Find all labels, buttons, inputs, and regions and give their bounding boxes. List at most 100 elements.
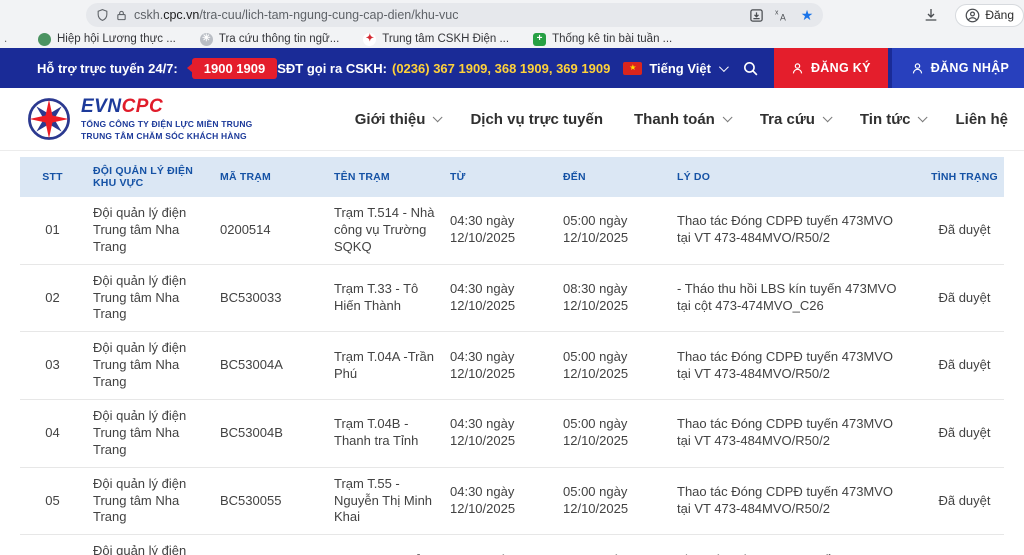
cell-ten-tram: Trạm T.55 - Nguyễn Thị Minh Khai: [334, 475, 433, 525]
nav-item-label: Liên hệ: [955, 110, 1008, 128]
cskh-label: SĐT gọi ra CSKH:: [277, 60, 387, 76]
cell-tinh-trang: Đã duyệt: [938, 289, 991, 305]
bookmark-label: Hiệp hội Lương thực ...: [57, 33, 176, 45]
table-row: 02 Đội quản lý điện Trung tâm Nha Trang …: [20, 265, 1004, 333]
evn-star-logo-icon: [28, 98, 70, 140]
bookmark-item[interactable]: ✳ Tra cứu thông tin ngữ...: [199, 32, 340, 46]
bookmark-label: Tra cứu thông tin ngữ...: [218, 33, 340, 45]
cell-ly-do: Thao tác Đóng CDPĐ tuyến 473MVO tại VT 4…: [677, 484, 894, 517]
table-row: 03 Đội quản lý điện Trung tâm Nha Trang …: [20, 332, 1004, 401]
hotline-badge[interactable]: 1900 1909: [186, 57, 278, 79]
svg-text:x: x: [775, 9, 779, 16]
asterisk-icon: ✳: [199, 32, 213, 46]
cell-ly-do: Thao tác Đóng CDPĐ tuyến 473MVO tại VT 4…: [677, 213, 894, 246]
cell-tu: 04:30 ngày 12/10/2025: [450, 213, 516, 246]
column-header: ĐẾN: [563, 171, 586, 183]
cell-ly-do: Thao tác Đóng CDPĐ tuyến 473MVO tại VT 4…: [677, 348, 894, 381]
nav-item-label: Thanh toán: [634, 110, 715, 128]
cell-stt: 05: [45, 492, 60, 508]
download-icon[interactable]: [923, 7, 939, 23]
bookmark-star-icon[interactable]: ★: [800, 7, 814, 23]
brand-cpc: CPC: [121, 95, 164, 117]
cell-ly-do: Thao tác Đóng CDPĐ tuyến 473MVO tại VT 4…: [677, 416, 894, 449]
url-domain: cpc.vn: [163, 8, 200, 22]
bookmark-label: Thống kê tin bài tuần ...: [552, 33, 673, 45]
cell-tu: 04:30 ngày 12/10/2025: [445, 544, 560, 555]
cell-ten-tram: Trạm T.05G Hẻm Trần Phú: [330, 544, 445, 555]
search-button[interactable]: [742, 60, 759, 77]
evncpc-logo[interactable]: EVNCPC TỔNG CÔNG TY ĐIỆN LỰC MIỀN TRUNG …: [26, 96, 253, 143]
browser-account-button[interactable]: Đăng: [955, 3, 1024, 27]
cell-den: 05:00 ngày 12/10/2025: [563, 416, 629, 449]
chevron-down-icon[interactable]: [718, 61, 729, 72]
column-header: LÝ DO: [677, 171, 711, 183]
bookmark-label: Trung tâm CSKH Điện ...: [382, 33, 510, 45]
cell-tinh-trang: Đã duyệt: [938, 221, 991, 237]
cell-doi-quan-ly: Đội quản lý điện Trung tâm Nha Trang: [93, 272, 187, 322]
bookmark-overflow[interactable]: .: [4, 33, 8, 45]
cell-tu: 04:30 ngày 12/10/2025: [450, 348, 516, 381]
browser-chrome: cskh.cpc.vn/tra-cuu/lich-tam-ngung-cung-…: [0, 0, 1024, 48]
login-label: ĐĂNG NHẬP: [930, 61, 1010, 75]
nav-item-2[interactable]: Thanh toán: [634, 110, 733, 128]
cell-stt: 02: [45, 289, 60, 305]
save-page-icon[interactable]: [749, 8, 764, 23]
nav-item-3[interactable]: Tra cứu: [759, 110, 833, 128]
chevron-down-icon: [918, 111, 929, 122]
cell-stt: 03: [45, 357, 60, 373]
cell-doi-quan-ly: Đội quản lý điện Trung tâm Nha Trang: [93, 408, 187, 457]
url-subdomain: cskh.: [134, 8, 164, 22]
table-row: 05 Đội quản lý điện Trung tâm Nha Trang …: [20, 468, 1004, 536]
column-header: MÃ TRẠM: [220, 171, 271, 183]
nav-item-label: Tra cứu: [759, 110, 815, 128]
bookmark-item[interactable]: + Thống kê tin bài tuần ...: [533, 32, 673, 46]
cell-ma-tram: BC53004B: [220, 424, 283, 440]
cell-ly-do: - Tháo thu hồi LBS kín tuyến 473MVO tại …: [677, 281, 897, 313]
cell-stt: 01: [45, 221, 60, 237]
cell-doi-quan-ly: Đội quản lý điện Trung tâm Nha Trang: [93, 340, 187, 390]
brand-subtitle-1: TỔNG CÔNG TY ĐIỆN LỰC MIỀN TRUNG: [81, 118, 253, 129]
cell-tinh-trang: Đã duyệt: [938, 357, 991, 373]
nav-item-label: Tin tức: [859, 110, 911, 128]
green-plus-icon: +: [533, 32, 547, 46]
nav-item-5[interactable]: Liên hệ: [955, 111, 1008, 128]
table-row: 06 Đội quản lý điện Trung tâm Nha Trang …: [20, 535, 1004, 555]
bookmark-item[interactable]: ✦ Trung tâm CSKH Điện ...: [363, 32, 510, 46]
cell-ten-tram: Trạm T.04B - Thanh tra Tỉnh: [334, 416, 419, 449]
outage-table: STT ĐỘI QUẢN LÝ ĐIỆN KHU VỰC MÃ TRẠM TÊN TR…: [20, 157, 1004, 555]
nav-item-0[interactable]: Giới thiệu: [354, 110, 444, 128]
register-button[interactable]: ĐĂNG KÝ: [773, 48, 888, 88]
main-nav: Giới thiệu Dịch vụ trực tuyến Thanh toán…: [355, 111, 1008, 128]
svg-text:A: A: [780, 12, 786, 22]
lock-icon[interactable]: [116, 9, 127, 22]
url-bar[interactable]: cskh.cpc.vn/tra-cuu/lich-tam-ngung-cung-…: [86, 3, 824, 27]
cell-ma-tram: BC530055: [220, 492, 282, 508]
login-button[interactable]: ĐĂNG NHẬP: [891, 48, 1024, 88]
vietnam-flag-icon: ★: [623, 61, 643, 75]
globe-icon: [38, 32, 51, 46]
nav-item-4[interactable]: Tin tức: [859, 110, 929, 128]
url-path: /tra-cuu/lich-tam-ngung-cung-cap-dien/kh…: [199, 8, 459, 22]
bookmark-item[interactable]: Hiệp hội Lương thực ...: [38, 32, 176, 46]
chevron-down-icon: [722, 111, 733, 122]
shield-icon[interactable]: [96, 8, 109, 22]
table-header-row: STT ĐỘI QUẢN LÝ ĐIỆN KHU VỰC MÃ TRẠM TÊN TR…: [20, 157, 1004, 197]
nav-item-label: Giới thiệu: [354, 110, 426, 128]
avatar-icon: [965, 8, 980, 22]
search-icon: [743, 61, 758, 75]
cell-doi-quan-ly: Đội quản lý điện Trung tâm Nha Trang: [93, 543, 187, 555]
nav-item-1[interactable]: Dịch vụ trực tuyến: [470, 111, 603, 128]
cell-doi-quan-ly: Đội quản lý điện Trung tâm Nha Trang: [93, 475, 187, 525]
cell-ten-tram: Trạm T.514 - Nhà công vụ Trường SQKQ: [334, 205, 435, 254]
person-icon: [792, 62, 803, 73]
register-label: ĐĂNG KÝ: [810, 61, 871, 75]
chevron-down-icon: [822, 111, 833, 122]
cell-ten-tram: Trạm T.04A -Trần Phú: [334, 348, 434, 381]
cell-tu: 04:30 ngày 12/10/2025: [450, 281, 516, 313]
cell-den: 05:00 ngày 12/10/2025: [560, 544, 670, 555]
table-body: 01 Đội quản lý điện Trung tâm Nha Trang …: [20, 197, 1004, 555]
language-selector[interactable]: Tiếng Việt: [649, 60, 711, 76]
cell-tu: 04:30 ngày 12/10/2025: [450, 484, 516, 517]
cell-ma-tram: 0200514: [220, 221, 271, 237]
